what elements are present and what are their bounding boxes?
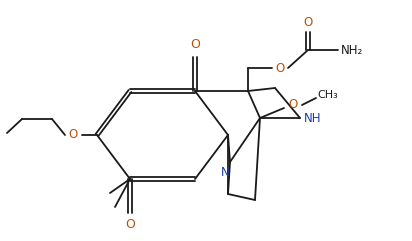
Text: CH₃: CH₃ [318,90,338,100]
Text: O: O [288,99,297,112]
Text: O: O [190,39,200,52]
Text: O: O [303,15,313,28]
Text: NH: NH [304,112,322,125]
Text: O: O [125,217,135,230]
Text: O: O [68,128,77,141]
Text: N: N [220,166,229,179]
Text: O: O [275,61,285,74]
Text: NH₂: NH₂ [341,43,363,56]
